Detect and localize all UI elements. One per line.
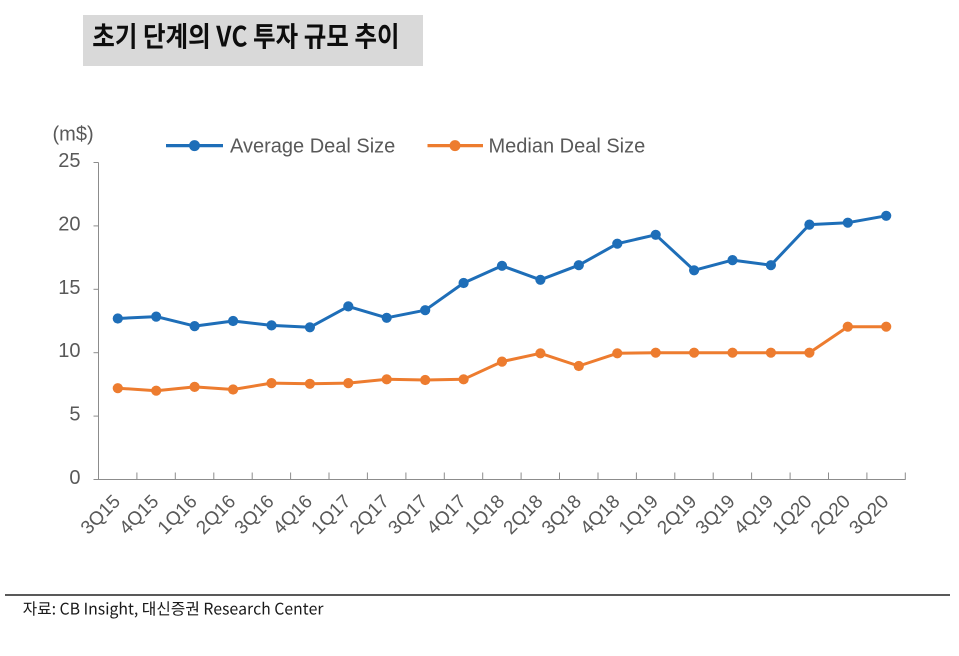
svg-text:1Q17: 1Q17 <box>308 491 356 539</box>
svg-text:2Q18: 2Q18 <box>500 491 548 539</box>
svg-text:2Q20: 2Q20 <box>807 491 855 539</box>
svg-text:3Q20: 3Q20 <box>846 491 894 539</box>
svg-text:1Q19: 1Q19 <box>615 491 663 539</box>
svg-text:4Q18: 4Q18 <box>577 491 625 539</box>
svg-text:10: 10 <box>58 340 80 362</box>
svg-text:0: 0 <box>69 467 80 489</box>
svg-text:2Q16: 2Q16 <box>192 491 240 539</box>
svg-text:4Q15: 4Q15 <box>116 491 164 539</box>
svg-text:3Q17: 3Q17 <box>385 491 433 539</box>
svg-text:3Q19: 3Q19 <box>692 491 740 539</box>
svg-text:2Q17: 2Q17 <box>346 491 394 539</box>
svg-text:4Q16: 4Q16 <box>269 491 317 539</box>
svg-text:4Q19: 4Q19 <box>730 491 778 539</box>
svg-text:3Q16: 3Q16 <box>231 491 279 539</box>
svg-text:3Q15: 3Q15 <box>77 491 125 539</box>
svg-text:5: 5 <box>69 404 80 426</box>
svg-text:3Q18: 3Q18 <box>538 491 586 539</box>
svg-text:20: 20 <box>58 213 80 235</box>
svg-text:1Q20: 1Q20 <box>769 491 817 539</box>
svg-text:25: 25 <box>58 150 80 172</box>
svg-text:Median Deal Size: Median Deal Size <box>489 136 646 158</box>
svg-text:2Q19: 2Q19 <box>653 491 701 539</box>
svg-text:4Q17: 4Q17 <box>423 491 471 539</box>
svg-text:1Q16: 1Q16 <box>154 491 202 539</box>
svg-text:15: 15 <box>58 277 80 299</box>
svg-text:Average Deal Size: Average Deal Size <box>230 136 395 158</box>
svg-text:(m$): (m$) <box>53 124 94 146</box>
svg-text:1Q18: 1Q18 <box>461 491 509 539</box>
